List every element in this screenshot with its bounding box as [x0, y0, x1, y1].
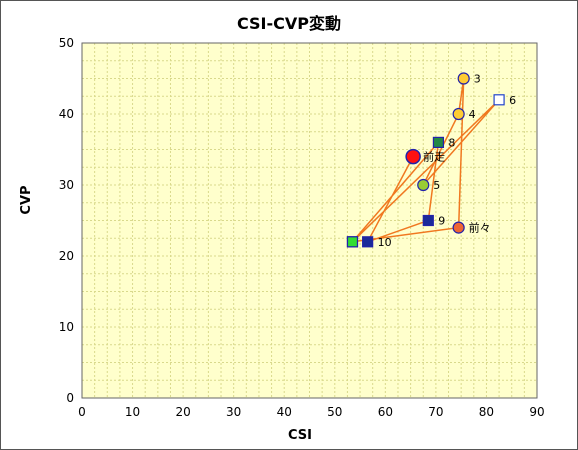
- x-tick-label: 10: [125, 405, 140, 419]
- data-point-label: 8: [448, 136, 455, 149]
- data-point-marker: [452, 107, 465, 121]
- data-point-marker: [457, 72, 470, 85]
- data-point-marker: [405, 148, 421, 165]
- data-point-label: 前走: [423, 150, 445, 164]
- x-tick-label: 70: [428, 405, 443, 419]
- y-tick-label: 0: [66, 391, 74, 405]
- data-point-label: 前々: [469, 221, 491, 235]
- x-tick-label: 20: [175, 405, 190, 419]
- data-point-marker: [362, 236, 374, 248]
- data-point-marker: [432, 136, 445, 148]
- chart-title: CSI-CVP変動: [236, 14, 341, 33]
- x-tick-label: 0: [78, 405, 86, 419]
- data-point-label: 5: [433, 179, 440, 192]
- x-tick-label: 50: [327, 405, 342, 419]
- y-tick-label: 20: [59, 249, 74, 263]
- data-point-marker: [422, 214, 434, 227]
- x-tick-label: 40: [277, 405, 292, 419]
- data-point-marker: [417, 178, 430, 192]
- data-point-label: 3: [474, 73, 481, 86]
- y-tick-label: 30: [59, 178, 74, 192]
- x-axis-label: CSI: [288, 428, 312, 443]
- y-tick-label: 10: [59, 320, 74, 334]
- data-point-label: 10: [378, 236, 392, 249]
- data-point-marker: [346, 236, 359, 248]
- x-tick-label: 80: [479, 405, 494, 419]
- data-point-label: 9: [438, 215, 445, 228]
- x-tick-label: 90: [529, 405, 544, 419]
- data-point-label: 4: [469, 108, 476, 121]
- y-tick-label: 50: [59, 36, 74, 50]
- data-point-marker: [493, 94, 505, 106]
- x-tick-label: 30: [226, 405, 241, 419]
- x-tick-label: 60: [378, 405, 393, 419]
- y-tick-label: 40: [59, 107, 74, 121]
- plot-border: [81, 42, 538, 399]
- data-point-label: 6: [509, 94, 516, 107]
- data-point-marker: [452, 221, 465, 234]
